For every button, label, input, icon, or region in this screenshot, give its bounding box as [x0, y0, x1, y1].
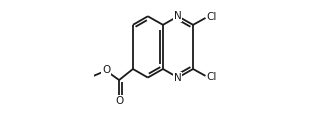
Text: Cl: Cl	[206, 72, 217, 82]
Text: N: N	[174, 73, 182, 83]
Text: N: N	[174, 11, 182, 21]
Text: O: O	[115, 96, 123, 106]
Text: Cl: Cl	[206, 12, 217, 22]
Text: O: O	[102, 65, 110, 75]
